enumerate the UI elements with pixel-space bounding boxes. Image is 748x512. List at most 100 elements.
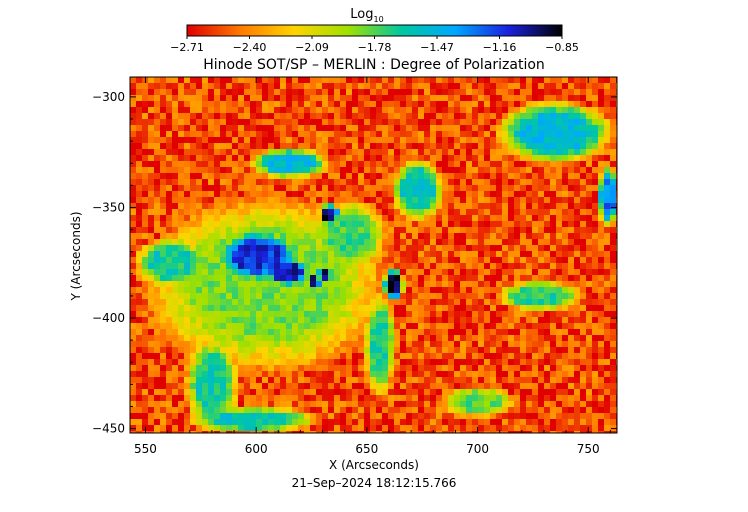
heatmap-cell <box>220 245 226 251</box>
heatmap-cell <box>208 179 214 185</box>
heatmap-cell <box>568 329 574 335</box>
heatmap-cell <box>298 371 304 377</box>
heatmap-cell <box>172 311 178 317</box>
heatmap-cell <box>238 185 244 191</box>
heatmap-cell <box>388 425 394 431</box>
heatmap-cell <box>502 125 508 131</box>
heatmap-cell <box>268 137 274 143</box>
heatmap-cell <box>436 365 442 371</box>
heatmap-cell <box>532 155 538 161</box>
heatmap-cell <box>244 401 250 407</box>
heatmap-cell <box>460 419 466 425</box>
heatmap-cell <box>160 131 166 137</box>
heatmap-cell <box>436 203 442 209</box>
heatmap-cell <box>484 77 490 83</box>
heatmap-cell <box>160 281 166 287</box>
heatmap-cell <box>412 395 418 401</box>
heatmap-cell <box>226 371 232 377</box>
heatmap-cell <box>292 287 298 293</box>
heatmap-cell <box>370 167 376 173</box>
heatmap-cell <box>460 329 466 335</box>
heatmap-cell <box>196 365 202 371</box>
heatmap-cell <box>160 155 166 161</box>
heatmap-cell <box>490 353 496 359</box>
heatmap-cell <box>520 335 526 341</box>
heatmap-cell <box>580 89 586 95</box>
heatmap-cell <box>466 353 472 359</box>
heatmap-cell <box>274 371 280 377</box>
heatmap-cell <box>478 419 484 425</box>
heatmap-cell <box>220 287 226 293</box>
heatmap-cell <box>172 185 178 191</box>
heatmap-cell <box>592 125 598 131</box>
heatmap-cell <box>532 365 538 371</box>
heatmap-cell <box>352 221 358 227</box>
heatmap-cell <box>538 317 544 323</box>
heatmap-cell <box>172 275 178 281</box>
heatmap-cell <box>334 287 340 293</box>
heatmap-cell <box>196 275 202 281</box>
heatmap-cell <box>190 347 196 353</box>
heatmap-cell <box>538 353 544 359</box>
heatmap-cell <box>574 95 580 101</box>
heatmap-cell <box>328 365 334 371</box>
heatmap-cell <box>316 299 322 305</box>
heatmap-cell <box>508 215 514 221</box>
heatmap-cell <box>604 287 610 293</box>
heatmap-cell <box>304 89 310 95</box>
heatmap-cell <box>268 107 274 113</box>
heatmap-cell <box>490 233 496 239</box>
heatmap-cell <box>160 119 166 125</box>
heatmap-cell <box>250 215 256 221</box>
heatmap-cell <box>430 365 436 371</box>
heatmap-cell <box>478 275 484 281</box>
heatmap-cell <box>268 431 274 433</box>
heatmap-cell <box>322 107 328 113</box>
heatmap-cell <box>250 179 256 185</box>
heatmap-cell <box>454 305 460 311</box>
heatmap-cell <box>154 323 160 329</box>
heatmap-cell <box>160 341 166 347</box>
heatmap-cell <box>514 251 520 257</box>
heatmap-cell <box>484 89 490 95</box>
heatmap-cell <box>328 179 334 185</box>
heatmap-cell <box>430 113 436 119</box>
heatmap-cell <box>340 377 346 383</box>
heatmap-cell <box>472 233 478 239</box>
heatmap-cell <box>142 401 148 407</box>
heatmap-cell <box>520 173 526 179</box>
heatmap-cell <box>430 293 436 299</box>
heatmap-cell <box>346 227 352 233</box>
heatmap-cell <box>154 431 160 433</box>
heatmap-cell <box>166 215 172 221</box>
heatmap-cell <box>502 395 508 401</box>
heatmap-cell <box>238 107 244 113</box>
heatmap-cell <box>604 233 610 239</box>
heatmap-cell <box>562 359 568 365</box>
heatmap-cell <box>400 143 406 149</box>
heatmap-cell <box>244 155 250 161</box>
heatmap-cell <box>340 143 346 149</box>
heatmap-cell <box>538 263 544 269</box>
heatmap-cell <box>178 293 184 299</box>
heatmap-cell <box>592 371 598 377</box>
heatmap-cell <box>538 281 544 287</box>
heatmap-cell <box>448 275 454 281</box>
heatmap-cell <box>562 347 568 353</box>
heatmap-cell <box>154 239 160 245</box>
heatmap-cell <box>532 185 538 191</box>
heatmap-cell <box>208 143 214 149</box>
heatmap-cell <box>598 119 604 125</box>
heatmap-cell <box>580 347 586 353</box>
heatmap-cell <box>496 395 502 401</box>
heatmap-cell <box>394 203 400 209</box>
heatmap-cell <box>334 329 340 335</box>
heatmap-cell <box>382 173 388 179</box>
heatmap-cell <box>280 113 286 119</box>
heatmap-cell <box>142 215 148 221</box>
heatmap-cell <box>556 113 562 119</box>
heatmap-cell <box>562 83 568 89</box>
heatmap-cell <box>514 179 520 185</box>
heatmap-cell <box>520 137 526 143</box>
heatmap-cell <box>412 323 418 329</box>
